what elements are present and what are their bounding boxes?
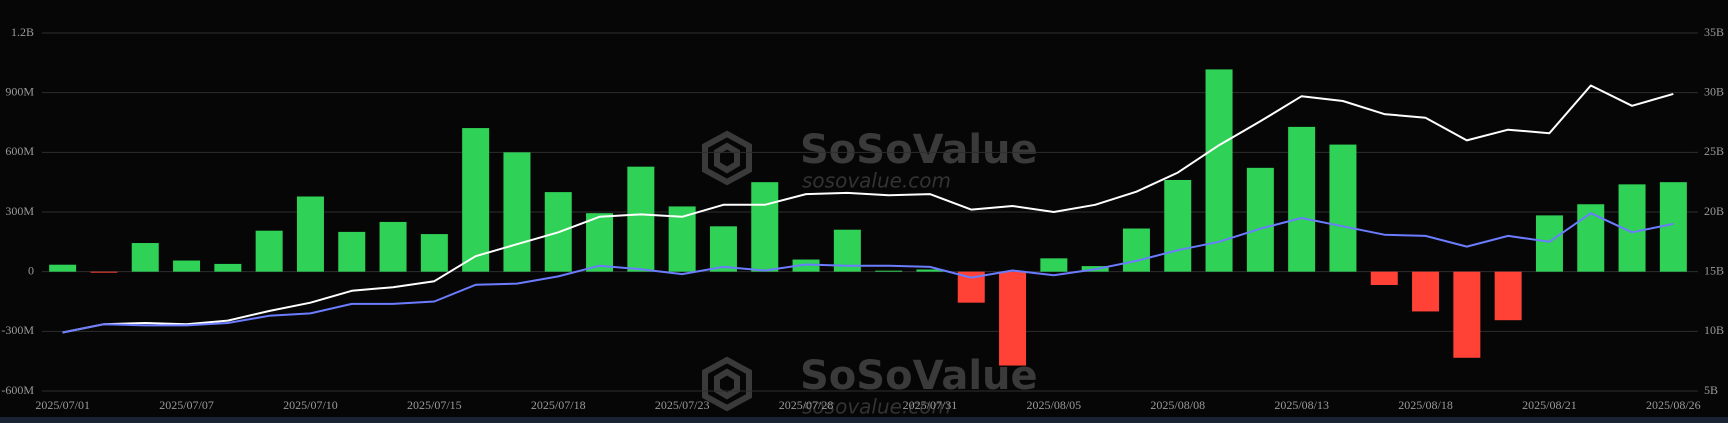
y-tick-label: 600M <box>5 144 34 158</box>
watermark-url: sosovalue.com <box>802 395 951 419</box>
line <box>62 84 1674 334</box>
x-tick-label: 2025/07/31 <box>903 398 958 412</box>
bar <box>1453 271 1481 358</box>
x-tick-label: 2025/08/05 <box>1027 398 1082 412</box>
bar <box>1164 179 1192 272</box>
y2-tick-label: 35B <box>1704 25 1724 39</box>
watermark-logo <box>702 130 752 186</box>
x-tick-label: 2025/07/01 <box>35 398 90 412</box>
bar <box>751 182 779 272</box>
bar <box>462 128 490 272</box>
y-tick-label: 300M <box>5 204 34 218</box>
bar <box>1040 258 1068 272</box>
y-tick-label: 0 <box>28 263 34 277</box>
bar <box>1370 271 1398 285</box>
bar <box>1246 167 1274 272</box>
x-tick-label: 2025/08/18 <box>1398 398 1453 412</box>
x-tick-label: 2025/07/18 <box>531 398 586 412</box>
y-tick-label: 1.2B <box>11 25 34 39</box>
x-tick-label: 2025/07/15 <box>407 398 462 412</box>
bar <box>131 243 159 272</box>
bar <box>296 196 324 272</box>
watermark-logo <box>702 356 752 412</box>
bar <box>709 226 737 272</box>
x-tick-label: 2025/08/26 <box>1646 398 1701 412</box>
line <box>62 212 1674 334</box>
bar <box>1329 144 1357 272</box>
x-tick-label: 2025/07/10 <box>283 398 338 412</box>
bar <box>214 263 242 272</box>
bar <box>999 271 1027 366</box>
scroll-strip <box>0 417 1728 423</box>
y-tick-label: 900M <box>5 84 34 98</box>
x-tick-label: 2025/07/28 <box>779 398 834 412</box>
bar <box>1412 271 1440 312</box>
bar <box>49 264 77 272</box>
y-tick-label: -300M <box>1 323 34 337</box>
bar <box>503 152 531 272</box>
bar <box>90 271 118 273</box>
x-tick-label: 2025/07/23 <box>655 398 710 412</box>
x-tick-label: 2025/08/21 <box>1522 398 1577 412</box>
x-tick-label: 2025/08/13 <box>1274 398 1329 412</box>
bar <box>379 221 407 272</box>
watermark-top: SoSoValue sosovalue.com <box>702 127 1038 193</box>
bar <box>1659 182 1687 272</box>
bar <box>586 213 614 272</box>
y2-tick-label: 30B <box>1704 84 1724 98</box>
watermark-bottom: SoSoValue sosovalue.com <box>702 353 1038 419</box>
bar <box>255 230 283 272</box>
bar <box>1577 204 1605 272</box>
bar <box>420 234 448 272</box>
bar <box>792 259 820 272</box>
x-tick-label: 2025/08/08 <box>1150 398 1205 412</box>
y2-tick-label: 10B <box>1704 323 1724 337</box>
y2-tick-label: 15B <box>1704 263 1724 277</box>
y2-tick-label: 25B <box>1704 144 1724 158</box>
bar <box>338 231 366 272</box>
bar <box>1494 271 1522 321</box>
bar <box>875 270 903 272</box>
y-tick-label: -600M <box>1 383 34 397</box>
x-tick-label: 2025/07/07 <box>159 398 214 412</box>
bar <box>1535 215 1563 272</box>
bar <box>916 269 944 272</box>
y2-tick-label: 20B <box>1704 204 1724 218</box>
watermark-text: SoSoValue <box>800 127 1038 173</box>
watermark-url: sosovalue.com <box>802 169 951 193</box>
y2-tick-label: 5B <box>1704 383 1718 397</box>
bar <box>1122 228 1150 272</box>
bar <box>627 166 655 272</box>
bar <box>1288 126 1316 272</box>
bar <box>173 260 201 272</box>
